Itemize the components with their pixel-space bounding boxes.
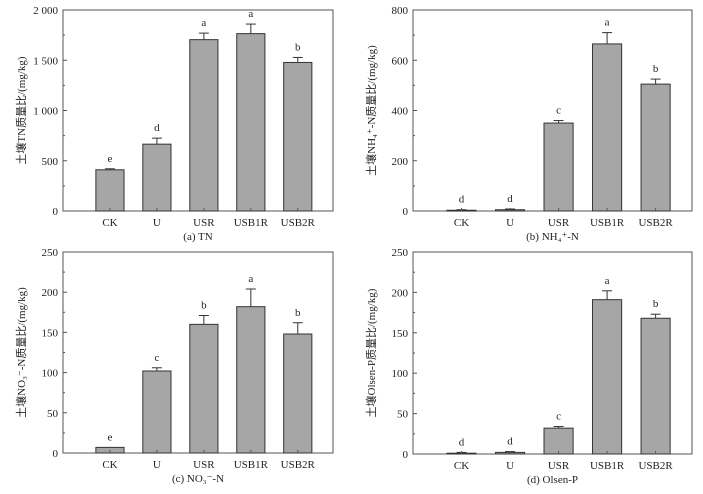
significance-letter: e <box>108 153 113 165</box>
x-tick-label: USB2R <box>638 217 673 229</box>
significance-letter: a <box>248 8 253 20</box>
bar-usb1r <box>236 306 266 454</box>
bar-usb2r <box>283 61 313 212</box>
x-tick-label: USB1R <box>234 459 269 471</box>
x-tick-label: USB2R <box>638 460 673 472</box>
bar-usr <box>189 323 219 454</box>
y-tick-label: 250 <box>42 247 59 259</box>
x-tick-label: CK <box>454 217 469 229</box>
y-tick-label: 0 <box>403 206 409 218</box>
significance-letter: d <box>507 193 513 205</box>
significance-letter: d <box>507 436 513 448</box>
panel-caption: (a) TN <box>183 231 212 243</box>
chart-panel-3: 0 50 100 150 200 250 e CK c Ub USR a USB1R b USB2R (c) … <box>14 247 334 485</box>
y-axis-label: 土壤NH₄⁺-N质量比/(mg/kg) <box>364 45 378 176</box>
significance-letter: b <box>653 298 659 310</box>
bar-usr <box>189 39 219 212</box>
x-tick-label: USB1R <box>590 217 625 229</box>
x-tick-label: USB1R <box>590 460 625 472</box>
significance-letter: c <box>154 352 159 364</box>
x-tick-label: CK <box>102 459 117 471</box>
y-tick-label: 0 <box>53 448 59 460</box>
chart-panel-1: 0 500 1 000 1 500 2 000 e CK d Ua USR a USB1R b USB2R… <box>14 5 334 243</box>
x-tick-label: U <box>506 217 514 229</box>
panel-caption: (c) NO₃⁻-N <box>172 473 224 485</box>
bar-usr <box>543 427 574 455</box>
bar-usb2r <box>640 83 671 212</box>
x-tick-label: USB1R <box>234 217 269 229</box>
y-axis-label: 土壤Olsen-P质量比/(mg/kg) <box>364 288 378 417</box>
y-tick-label: 0 <box>403 449 409 461</box>
panel-caption: (d) Olsen-P <box>527 474 578 486</box>
bar-u <box>142 143 172 212</box>
y-tick-label: 0 <box>53 206 59 218</box>
y-axis-label: 土壤TN质量比/(mg/kg) <box>14 56 28 164</box>
x-tick-label: USR <box>548 460 570 472</box>
y-tick-label: 600 <box>392 55 409 67</box>
y-tick-label: 1 500 <box>33 55 58 67</box>
chart-panel-4: 050100150200250dCKdUcUSRaUSB1RbUSB2R(d) … <box>364 247 693 486</box>
bar-ck <box>95 169 125 212</box>
y-tick-label: 150 <box>392 328 409 340</box>
y-tick-label: 2 000 <box>33 5 58 17</box>
bar-usr <box>543 122 574 212</box>
significance-letter: b <box>295 41 301 53</box>
x-tick-label: USB2R <box>281 459 316 471</box>
significance-letter: b <box>201 300 207 312</box>
significance-letter: d <box>154 122 160 134</box>
y-tick-label: 100 <box>392 368 409 380</box>
y-axis-label: 土壤NO₃⁻-N质量比/(mg/kg) <box>14 287 28 418</box>
y-tick-label: 100 <box>42 368 59 380</box>
x-tick-label: U <box>153 459 161 471</box>
bar-u <box>142 370 172 454</box>
x-tick-label: U <box>506 460 514 472</box>
significance-letter: e <box>108 431 113 443</box>
significance-letter: c <box>556 411 561 423</box>
y-tick-label: 250 <box>392 247 409 259</box>
panel-caption: (b) NH₄⁺-N <box>526 231 579 243</box>
significance-letter: b <box>653 63 659 75</box>
significance-letter: c <box>556 105 561 117</box>
significance-letter: b <box>295 307 301 319</box>
y-tick-label: 1 000 <box>33 106 58 118</box>
y-tick-label: 150 <box>42 327 59 339</box>
significance-letter: a <box>605 17 610 29</box>
significance-letter: a <box>248 273 253 285</box>
y-tick-label: 200 <box>42 287 59 299</box>
bar-usb1r <box>592 299 623 455</box>
significance-letter: a <box>605 275 610 287</box>
y-tick-label: 200 <box>392 156 409 168</box>
significance-letter: d <box>459 436 465 448</box>
x-tick-label: USR <box>193 217 215 229</box>
y-tick-label: 500 <box>42 156 59 168</box>
bar-usb1r <box>592 43 623 212</box>
x-tick-label: CK <box>454 460 469 472</box>
x-tick-label: U <box>153 217 161 229</box>
significance-letter: d <box>459 194 465 206</box>
x-tick-label: CK <box>102 217 117 229</box>
x-tick-label: USR <box>193 459 215 471</box>
significance-letter: a <box>201 17 206 29</box>
x-tick-label: USB2R <box>281 217 316 229</box>
x-tick-label: USR <box>548 217 570 229</box>
y-tick-label: 400 <box>392 106 409 118</box>
bar-usb2r <box>283 333 313 454</box>
bar-usb2r <box>640 317 671 455</box>
y-tick-label: 200 <box>392 287 409 299</box>
y-tick-label: 50 <box>397 409 409 421</box>
y-tick-label: 50 <box>47 408 59 420</box>
bar-usb1r <box>236 33 266 212</box>
y-tick-label: 800 <box>392 5 409 17</box>
